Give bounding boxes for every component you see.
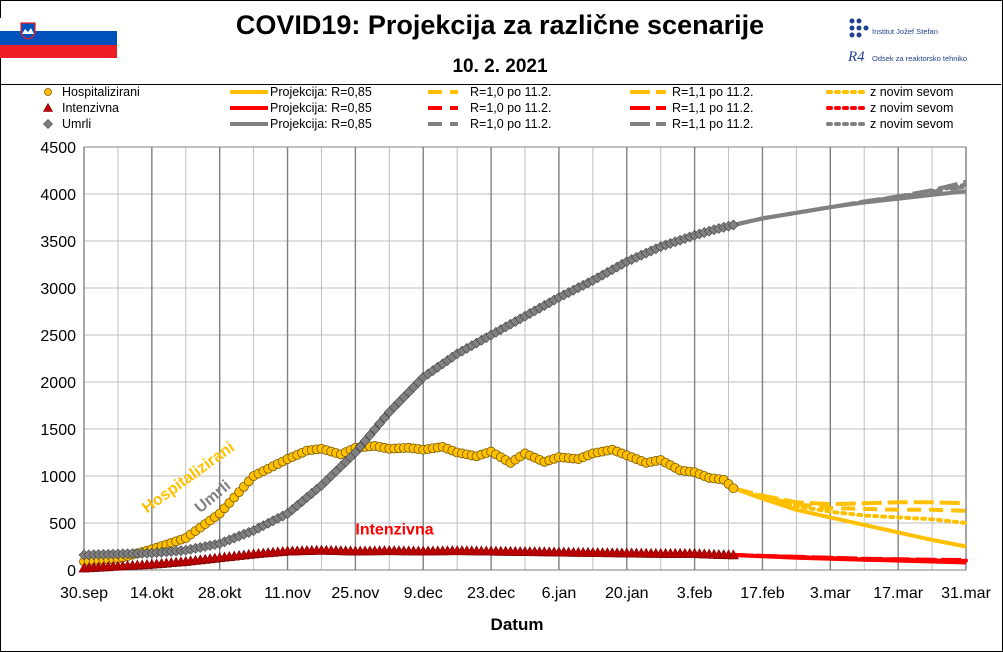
projection-line-hospitalizirani-dot (731, 486, 968, 525)
data-point (727, 549, 739, 560)
x-tick-label: 3.feb (677, 585, 713, 602)
legend-label: Umrli (62, 117, 91, 131)
legend-scenario-label: Projekcija: R=0,85 (270, 117, 372, 131)
annotation-intenzivna: Intenzivna (355, 521, 433, 538)
grid (83, 146, 967, 571)
x-tick-label: 9.dec (404, 585, 443, 602)
data-point (354, 441, 366, 453)
data-point (374, 418, 386, 430)
y-tick-label: 2500 (40, 328, 76, 345)
x-tick-label: 20.jan (605, 585, 649, 602)
y-tick-label: 3000 (40, 281, 76, 298)
y-tick-label: 500 (49, 516, 76, 533)
y-tick-label: 4000 (40, 187, 76, 204)
projection-line-intenzivna-dot (731, 553, 968, 563)
chart-title: COVID19: Projekcija za različne scenarij… (235, 10, 765, 40)
projection-line-umrli-dot (731, 182, 968, 227)
series-umrli (78, 219, 739, 561)
slovenia-flag-icon (0, 18, 117, 59)
x-tick-label: 25.nov (331, 585, 379, 602)
y-tick-label: 1000 (40, 469, 76, 486)
projection-line-hospitalizirani-solid (732, 486, 967, 549)
data-point (727, 219, 739, 231)
data-point (379, 412, 390, 424)
x-tick-label: 23.dec (467, 585, 515, 602)
legend-scenario-label: Projekcija: R=0,85 (270, 86, 372, 99)
x-tick-label: 28.okt (198, 585, 242, 602)
x-tick-label: 3.mar (810, 585, 852, 602)
r4-logo-mark: R4 (848, 49, 865, 65)
x-tick-label: 30.sep (60, 585, 108, 602)
x-tick-label: 14.okt (130, 585, 174, 602)
y-tick-label: 1500 (40, 422, 76, 439)
projection-line-hospitalizirani-dash (732, 486, 967, 513)
legend-scenario-label: z novim sevom (870, 117, 953, 131)
data-point (728, 483, 739, 494)
data-point (359, 435, 371, 447)
series-intenzivna (78, 544, 739, 573)
legend: Hospitalizirani Projekcija: R=0,85 R=1,0 p… (42, 86, 953, 131)
legend-scenario-label: z novim sevom (870, 101, 953, 115)
x-tick-label: 17.feb (740, 585, 785, 602)
x-tick-label: 31.mar (941, 585, 991, 602)
y-tick-label: 4500 (40, 140, 76, 157)
legend-scenario-label: R=1,1 po 11.2. (672, 86, 753, 99)
legend-scenario-label: R=1,0 po 11.2. (470, 101, 551, 115)
y-tick-label: 0 (67, 563, 76, 580)
ijs-dots-icon (849, 18, 869, 38)
x-tick-label: 6.jan (542, 585, 577, 602)
legend-marker-diamond (43, 119, 53, 129)
r4-logo: R4 Odsek za reaktorsko tehniko (848, 48, 967, 66)
legend-marker-circle (44, 88, 52, 96)
data-point (349, 447, 361, 458)
y-tick-label: 2000 (40, 375, 76, 392)
department-name: Odsek za reaktorsko tehniko (872, 54, 968, 63)
legend-scenario-label: z novim sevom (870, 86, 953, 99)
x-axis-label: Datum (491, 615, 544, 634)
x-tick-label: 11.nov (264, 585, 311, 602)
data-point (364, 429, 376, 441)
legend-scenario-label: R=1,1 po 11.2. (672, 101, 753, 115)
chart-date: 10. 2. 2021 (452, 56, 548, 77)
chart-area: 0 500 1000 1500 2000 2500 3000 3500 4000 4500 30.s… (40, 140, 991, 634)
projection-line-umrli-solid (732, 189, 967, 227)
legend-scenario-label: Projekcija: R=0,85 (270, 101, 372, 115)
legend-scenario-label: R=1,1 po 11.2. (672, 117, 753, 131)
legend-marker-triangle (42, 102, 54, 112)
legend-scenario-label: R=1,0 po 11.2. (470, 117, 551, 131)
observed-series (78, 219, 739, 573)
legend-scenario-label: R=1,0 po 11.2. (470, 86, 551, 99)
y-tick-label: 3500 (40, 234, 76, 251)
legend-label: Intenzivna (62, 101, 119, 115)
legend-label: Hospitalizirani (62, 86, 140, 99)
projection-lines (731, 179, 968, 565)
x-tick-label: 17.mar (873, 585, 923, 602)
projection-line-hospitalizirani-longdash (732, 486, 967, 507)
plot-border (83, 146, 967, 571)
legend-divider (0, 84, 1001, 85)
institute-name: Institut Jožef Stefan (872, 27, 938, 36)
data-point (369, 423, 381, 435)
